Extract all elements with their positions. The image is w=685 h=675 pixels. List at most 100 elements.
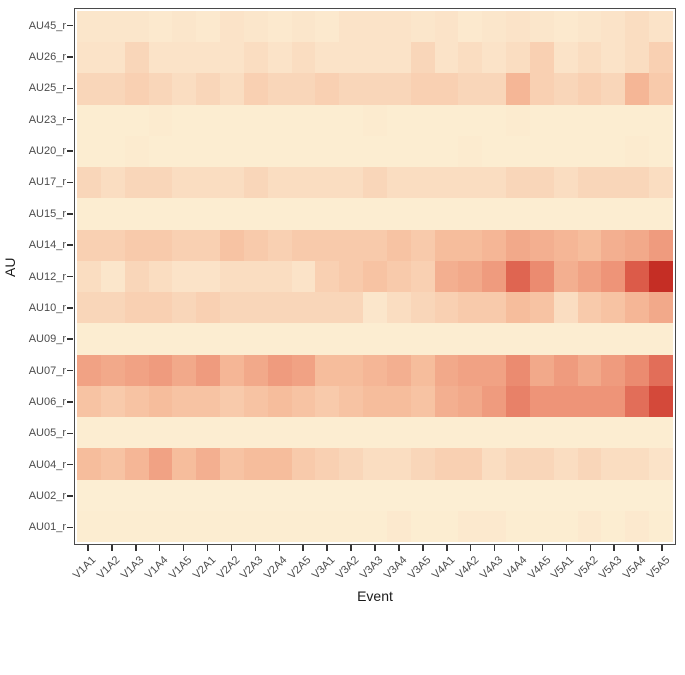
heatmap-cell [601,167,626,199]
heatmap-cell [77,73,101,105]
heatmap-cell [220,42,244,74]
heatmap-cell [410,479,435,511]
heatmap-cell [220,260,244,293]
heatmap-cell [649,198,673,230]
heatmap-cell [625,448,650,480]
heatmap-cell [410,260,435,293]
heatmap-cell [529,167,554,199]
heatmap-cell [124,385,149,418]
heatmap-cell [172,11,197,43]
heatmap-cell [363,135,387,168]
heatmap-cell [363,11,387,43]
heatmap-cell [649,260,673,293]
heatmap-cell [220,229,244,261]
heatmap-cell [243,73,268,105]
y-tick-label: AU01_r [28,521,66,534]
heatmap-cell [196,198,221,230]
heatmap-cell [243,104,268,136]
heatmap-cell [243,479,268,511]
heatmap-cell [243,292,268,324]
x-tick-label: V5A1 [549,554,577,582]
heatmap-cell [529,510,554,542]
heatmap-cell [434,260,459,293]
x-tick-mark [589,545,592,551]
heatmap-cell [77,323,101,355]
heatmap-cell [267,73,292,105]
y-tick-label: AU45_r [28,19,66,32]
heatmap-cell [458,167,483,199]
heatmap-cell [267,260,292,293]
heatmap-cell [458,11,483,43]
heatmap-cell [77,135,101,168]
heatmap-cell [410,11,435,43]
heatmap-cell [458,385,483,418]
heatmap-cell [577,479,602,511]
heatmap-cell [482,229,507,261]
heatmap-cell [267,11,292,43]
y-tick-label: AU10_r [28,301,66,314]
y-tick-mark [67,150,73,152]
heatmap-cell [410,448,435,480]
heatmap-cell [529,260,554,293]
heatmap-cell [458,73,483,105]
heatmap-cell [148,479,173,511]
heatmap-cell [601,417,626,449]
heatmap-cell [529,448,554,480]
heatmap-cell [291,229,316,261]
x-tick-mark [565,545,568,551]
x-tick-label: V1A2 [94,554,123,582]
heatmap-cell [625,73,650,105]
heatmap-cell [625,510,650,542]
heatmap-cell [529,479,554,511]
heatmap-cell [410,229,435,261]
heatmap-cell [315,167,340,199]
heatmap-cell [577,73,602,105]
x-tick-label: V1A1 [70,554,99,582]
heatmap-cell [243,510,268,542]
heatmap-cell [243,167,268,199]
heatmap-cell [553,198,578,230]
heatmap-cell [220,323,244,355]
heatmap-cell [506,135,530,168]
heatmap-cell [124,354,149,386]
x-tick-mark [326,545,328,551]
heatmap-cell [386,260,411,293]
heatmap-cell [363,104,387,136]
x-tick-mark [398,545,400,551]
x-tick-label: V3A1 [310,554,338,582]
heatmap-cell [291,11,316,43]
heatmap-cell [100,385,125,418]
heatmap-cell [553,417,578,449]
heatmap-cell [148,167,173,199]
heatmap-cell [77,11,101,43]
heatmap-cell [291,260,316,293]
heatmap-cell [196,229,221,261]
heatmap-cell [315,510,340,542]
x-tick-label: V4A4 [501,554,530,582]
heatmap-cell [196,11,221,43]
x-tick-label: V5A2 [573,554,601,582]
heatmap-cell [601,354,626,386]
heatmap-cell [172,510,197,542]
heatmap-cell [386,135,411,168]
heatmap-cell [339,354,364,386]
y-tick-mark [67,463,73,466]
y-tick-label: AU26_r [28,51,66,64]
heatmap-cell [506,292,530,324]
heatmap-cell [386,510,411,542]
heatmap-cell [77,42,101,74]
heatmap-cell [458,354,483,386]
heatmap-cell [315,11,340,43]
heatmap-cell [434,73,459,105]
heatmap-cell [172,323,197,355]
heatmap-cell [220,510,244,542]
heatmap-cell [553,42,578,74]
heatmap-cell [482,292,507,324]
heatmap-cell [506,448,530,480]
heatmap-cell [434,229,459,261]
heatmap-cell [148,260,173,293]
heatmap-cell [386,448,411,480]
heatmap-cell [77,510,101,542]
heatmap-cell [434,198,459,230]
y-tick-label: AU05_r [28,427,66,440]
